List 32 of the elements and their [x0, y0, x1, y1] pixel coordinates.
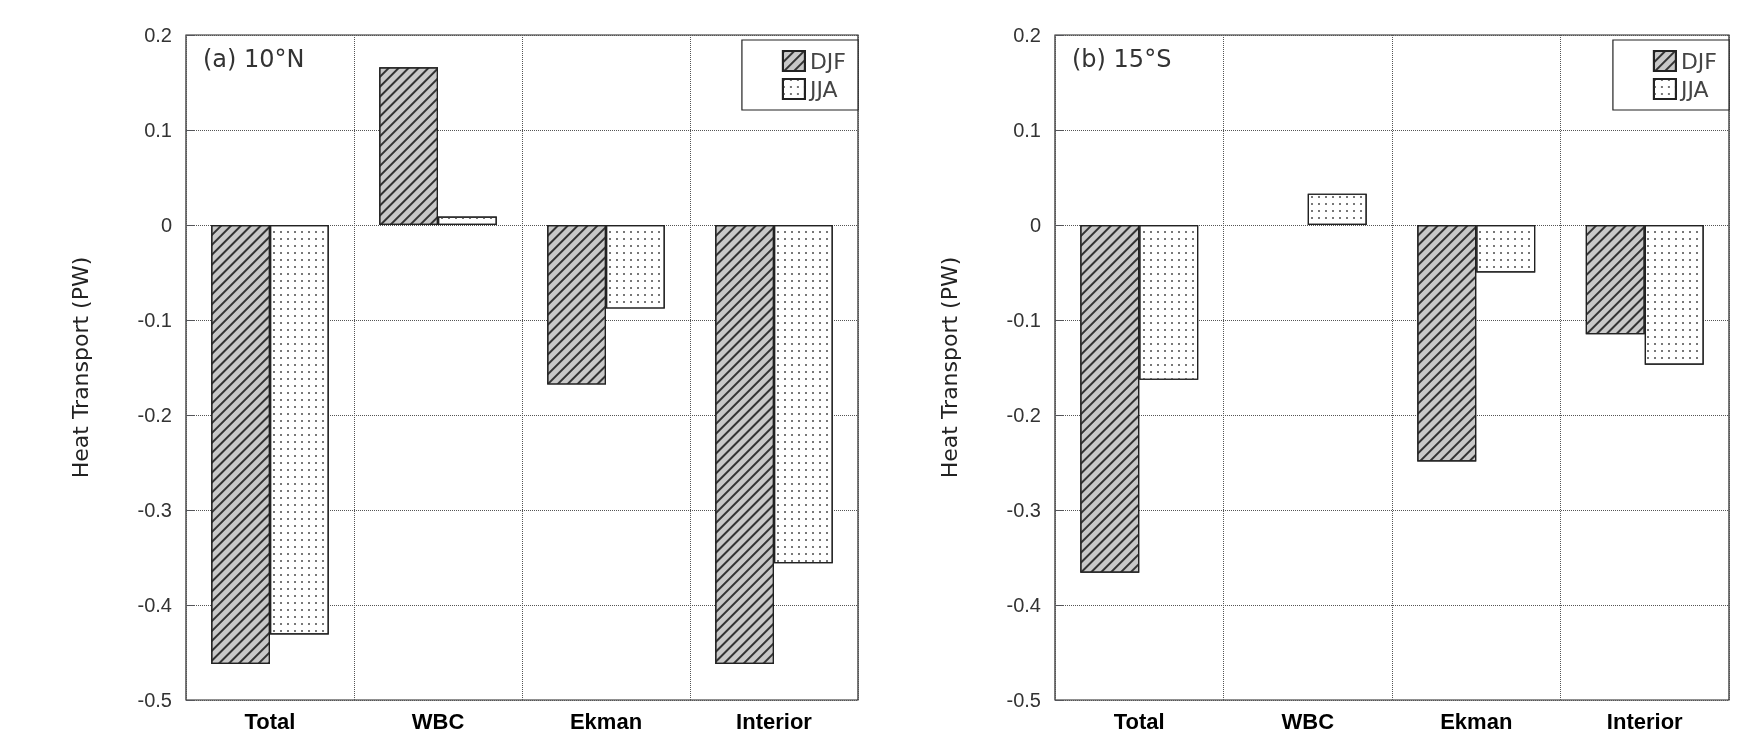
chart-title: (a) 10°N — [203, 45, 305, 73]
x-tick-label: Ekman — [1440, 708, 1513, 734]
legend-label: JJA — [807, 76, 838, 102]
y-tick-label: -0.2 — [137, 404, 172, 426]
y-tick-label: -0.5 — [137, 689, 172, 711]
y-tick-label: -0.5 — [1006, 689, 1041, 711]
y-tick-label: 0.2 — [144, 24, 172, 46]
y-tick-label: -0.3 — [1006, 499, 1041, 521]
y-tick-label: 0.2 — [1013, 24, 1041, 46]
y-tick-label: 0 — [160, 214, 172, 236]
y-tick-label: -0.4 — [1006, 594, 1041, 616]
x-tick-label: WBC — [411, 708, 465, 734]
chart-title: (b) 15°S — [1072, 45, 1172, 73]
x-tick-label: Total — [244, 708, 296, 734]
legend-label: DJF — [1680, 48, 1718, 74]
x-tick-label: Interior — [1606, 708, 1684, 734]
legend-label: JJA — [1678, 76, 1709, 102]
x-tick-label: WBC — [1281, 708, 1335, 734]
x-tick-label: Total — [1113, 708, 1165, 734]
y-tick-label: 0 — [1029, 214, 1041, 236]
x-tick-label: Ekman — [569, 708, 643, 734]
y-tick-label: -0.2 — [1006, 404, 1041, 426]
y-axis-title: Heat Transport (PW) — [67, 256, 93, 479]
y-tick-label: -0.3 — [137, 499, 172, 521]
y-tick-label: -0.1 — [1006, 309, 1041, 331]
y-tick-label: -0.4 — [137, 594, 172, 616]
y-tick-label: 0.1 — [144, 119, 172, 141]
legend-label: DJF — [809, 48, 847, 74]
x-tick-label: Interior — [736, 708, 813, 734]
y-axis-title: Heat Transport (PW) — [936, 256, 962, 479]
y-tick-label: -0.1 — [137, 309, 172, 331]
y-tick-label: 0.1 — [1013, 119, 1041, 141]
